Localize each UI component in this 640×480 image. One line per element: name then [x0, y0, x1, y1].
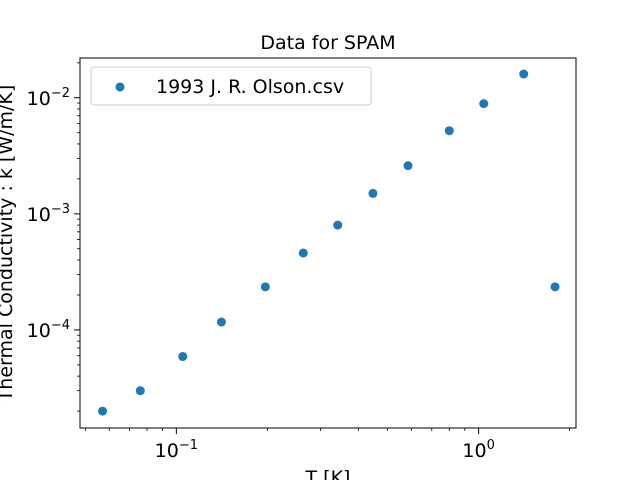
data-point-13	[550, 282, 560, 292]
scatter-points	[98, 69, 560, 416]
y-axis-ticks: 10−410−310−2	[27, 62, 80, 412]
data-point-12	[519, 69, 529, 79]
data-point-8	[368, 188, 378, 198]
y-axis-label: Thermal Conductivity : k [W/m/K]	[0, 85, 17, 403]
data-point-10	[444, 126, 454, 136]
data-point-11	[479, 99, 489, 109]
data-point-4	[216, 317, 226, 327]
legend-marker	[115, 82, 125, 92]
data-point-2	[135, 386, 145, 396]
chart-title: Data for SPAM	[260, 32, 395, 54]
legend: 1993 J. R. Olson.csv	[90, 66, 372, 106]
plot-frame	[79, 57, 577, 429]
y-tick-label: 10−3	[27, 202, 70, 226]
data-point-9	[403, 161, 413, 171]
data-point-6	[298, 248, 308, 258]
data-point-5	[260, 282, 270, 292]
data-point-3	[178, 352, 188, 362]
data-point-1	[98, 406, 108, 416]
x-axis-label: T [K]	[305, 467, 351, 480]
legend-box	[90, 66, 372, 106]
data-point-7	[333, 220, 343, 230]
legend-label: 1993 J. R. Olson.csv	[156, 76, 344, 98]
